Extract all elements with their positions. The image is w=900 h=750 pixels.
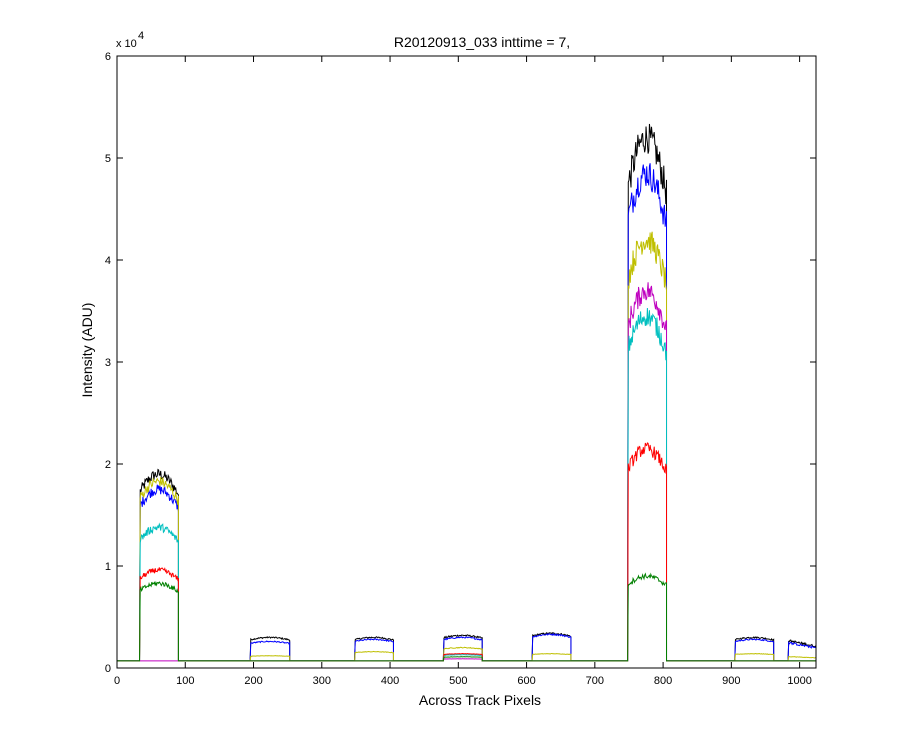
x-tick-label: 600	[517, 675, 535, 687]
y-tick-label: 3	[105, 357, 111, 369]
y-tick-label: 5	[105, 153, 111, 165]
x-tick-label: 900	[722, 675, 740, 687]
x-axis-label: Across Track Pixels	[419, 692, 541, 708]
x-tick-label: 300	[313, 675, 331, 687]
series-line-1	[117, 123, 817, 662]
x-tick-label: 700	[586, 675, 604, 687]
chart-title: R20120913_033 inttime = 7,	[394, 34, 570, 50]
series-line-2	[117, 163, 817, 662]
x-tick-label: 0	[114, 675, 120, 687]
x-tick-label: 200	[244, 675, 262, 687]
y-tick-label: 2	[105, 459, 111, 471]
ticks-layer: 0 100 200 300 400 500 600 700 800 900 1000 0 1 2 3 4 5 6	[105, 51, 816, 687]
y-tick-label: 4	[105, 255, 111, 267]
y-tick-label: 6	[105, 51, 111, 63]
y-multiplier: x 10	[116, 38, 137, 50]
series-layer	[117, 123, 817, 662]
x-tick-label: 400	[381, 675, 399, 687]
y-multiplier-exponent: 4	[138, 30, 144, 42]
x-tick-label: 1000	[787, 675, 811, 687]
x-tick-label: 100	[176, 675, 194, 687]
y-tick-label: 0	[105, 663, 111, 675]
x-tick-label: 800	[654, 675, 672, 687]
y-axis-label: Intensity (ADU)	[79, 303, 95, 398]
series-line-7	[117, 572, 816, 662]
series-line-3	[117, 231, 817, 662]
plot-area	[117, 56, 816, 668]
y-tick-label: 1	[105, 561, 111, 573]
x-tick-label: 500	[449, 675, 467, 687]
